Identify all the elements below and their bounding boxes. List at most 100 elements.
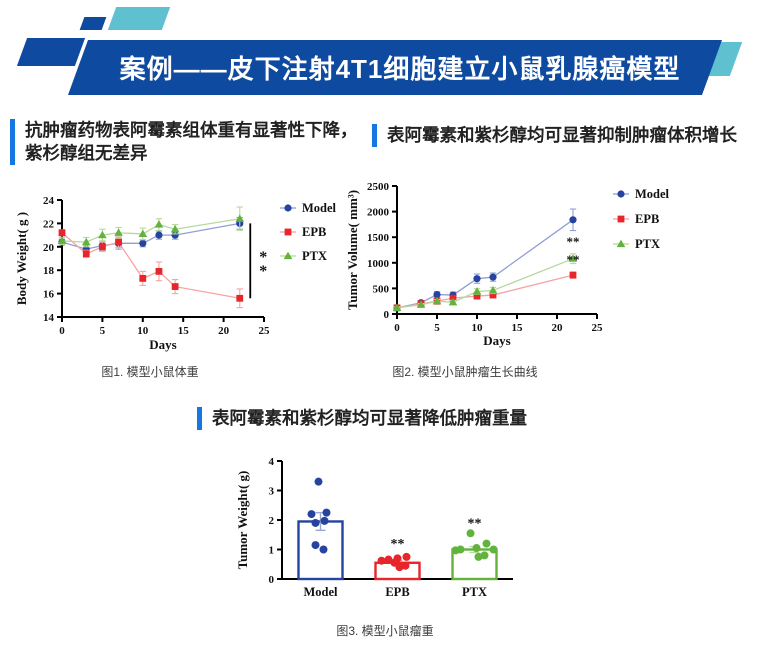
data-point: [482, 539, 491, 548]
svg-text:20: 20: [552, 322, 564, 334]
marker-triangle: [488, 286, 498, 294]
marker-triangle: [154, 220, 164, 228]
bar-group-Model: Model: [297, 477, 344, 599]
data-point: [451, 546, 460, 555]
marker-circle: [617, 190, 625, 198]
marker-square: [115, 238, 122, 246]
svg-text:20: 20: [43, 242, 55, 254]
heading-accent-bar: [197, 407, 202, 431]
heading-text: 抗肿瘤药物表阿霉素组体重有显著性下降，紫杉醇组无差异: [25, 120, 358, 164]
svg-text:Model: Model: [303, 585, 338, 599]
section-heading-tumor-volume: 表阿霉素和紫杉醇均可显著抑制肿瘤体积增长: [372, 124, 756, 148]
svg-text:2: 2: [269, 515, 275, 527]
svg-text:Model: Model: [302, 201, 337, 215]
data-point: [489, 545, 498, 554]
marker-triangle: [568, 254, 578, 262]
marker-triangle: [170, 224, 180, 233]
svg-text:PTX: PTX: [462, 585, 487, 599]
bar-group-PTX: PTX: [451, 529, 498, 599]
significance-label: **: [468, 516, 482, 531]
figure3-caption: 图3. 模型小鼠瘤重: [336, 624, 434, 638]
svg-text:Days: Days: [483, 333, 510, 348]
svg-text:10: 10: [472, 322, 484, 334]
marker-triangle: [392, 303, 402, 311]
marker-square: [489, 291, 497, 299]
heading-accent-bar: [10, 119, 15, 166]
page-title: 案例——皮下注射4T1细胞建立小鼠乳腺癌模型: [119, 54, 681, 84]
svg-text:EPB: EPB: [635, 212, 659, 226]
tick-labels: 0 500 1000 1500 2000 2500 0 5 10 15 20 25 Days Tumor …: [345, 181, 603, 348]
series-PTX: [392, 253, 578, 311]
svg-text:0: 0: [394, 322, 400, 334]
marker-triangle: [81, 237, 91, 246]
legend: Model EPB PTX: [280, 201, 337, 263]
svg-text:PTX: PTX: [302, 249, 327, 263]
figure1-caption: 图1. 模型小鼠体重: [101, 365, 199, 379]
marker-circle: [171, 231, 179, 239]
svg-text:2000: 2000: [367, 207, 390, 219]
marker-square: [236, 294, 244, 302]
data-point: [395, 563, 404, 572]
marker-square: [569, 271, 577, 279]
axes: [392, 185, 598, 319]
svg-text:1: 1: [269, 545, 275, 557]
svg-text:25: 25: [592, 322, 604, 334]
marker-circle: [139, 239, 147, 247]
data-point: [466, 529, 475, 538]
series-line: [396, 219, 574, 309]
svg-text:Model: Model: [635, 187, 670, 201]
marker-triangle: [432, 296, 442, 305]
svg-text:3: 3: [269, 486, 275, 498]
svg-text:15: 15: [178, 325, 190, 337]
svg-text:20: 20: [218, 325, 230, 337]
svg-text:Body Weight( g ): Body Weight( g ): [14, 212, 29, 305]
svg-text:Tumor Weight( g): Tumor Weight( g): [235, 471, 250, 570]
marker-square: [99, 243, 106, 251]
marker-circle: [569, 216, 577, 224]
data-point: [314, 477, 323, 486]
series-EPB: [58, 229, 244, 309]
svg-text:*: *: [259, 249, 267, 266]
data-point: [311, 518, 320, 527]
marker-triangle: [448, 297, 458, 306]
marker-square: [284, 228, 292, 236]
heading-text: 表阿霉素和紫杉醇均可显著降低肿瘤重量: [212, 408, 527, 428]
svg-text:10: 10: [137, 325, 149, 337]
svg-text:22: 22: [43, 218, 55, 230]
marker-triangle: [616, 239, 626, 248]
svg-text:4: 4: [269, 456, 275, 468]
svg-text:PTX: PTX: [635, 237, 660, 251]
marker-triangle: [283, 251, 293, 260]
svg-text:EPB: EPB: [385, 585, 409, 599]
svg-text:1000: 1000: [367, 258, 390, 270]
marker-circle: [284, 204, 292, 212]
svg-text:5: 5: [100, 325, 106, 337]
marker-square: [82, 250, 90, 258]
marker-triangle: [235, 214, 245, 222]
marker-circle: [433, 290, 441, 299]
marker-circle: [155, 231, 163, 239]
svg-text:0: 0: [59, 325, 65, 337]
section-heading-body-weight: 抗肿瘤药物表阿霉素组体重有显著性下降，紫杉醇组无差异: [10, 119, 362, 166]
svg-text:0: 0: [269, 574, 275, 586]
svg-text:*: *: [259, 263, 267, 280]
svg-text:Tumor Volume( mm³): Tumor Volume( mm³): [345, 190, 360, 310]
significance-label: **: [567, 234, 580, 249]
svg-text:24: 24: [43, 195, 55, 207]
chart-body-weight: 14 16 18 20 22 24 0 5 10 15 20 25 Days Body Weight( g…: [14, 195, 337, 352]
marker-triangle: [114, 228, 123, 236]
marker-square: [171, 283, 179, 290]
chart-tumor-weight: 0 1 2 3 4 Tumor Weight( g) Model EPB PTX ** **: [235, 456, 513, 599]
axes: [57, 199, 265, 322]
significance-label: **: [567, 252, 580, 267]
series-PTX: [57, 206, 245, 248]
marker-triangle: [416, 300, 426, 308]
svg-text:5: 5: [434, 322, 440, 334]
data-point: [322, 508, 331, 517]
data-point: [320, 516, 329, 525]
svg-text:1500: 1500: [367, 232, 390, 244]
data-point: [319, 545, 328, 554]
decor-parallelogram-blue-small: [79, 17, 107, 30]
figure2-caption: 图2. 模型小鼠肿瘤生长曲线: [392, 365, 538, 379]
